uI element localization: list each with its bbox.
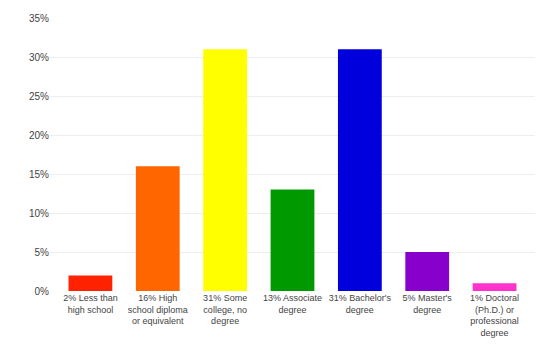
svg-text:31% Somecollege, nodegree: 31% Somecollege, nodegree	[203, 293, 247, 326]
svg-text:13% Associatedegree: 13% Associatedegree	[263, 293, 322, 315]
svg-text:31% Bachelor'sdegree: 31% Bachelor'sdegree	[329, 293, 392, 315]
svg-text:10%: 10%	[29, 208, 49, 219]
svg-text:16% Highschool diplomaor equiv: 16% Highschool diplomaor equivalent	[128, 293, 188, 326]
svg-text:25%: 25%	[29, 91, 49, 102]
svg-text:15%: 15%	[29, 169, 49, 180]
svg-text:1% Doctoral(Ph.D.) orprofessio: 1% Doctoral(Ph.D.) orprofessionaldegree	[470, 293, 519, 338]
svg-text:20%: 20%	[29, 130, 49, 141]
svg-text:0%: 0%	[35, 286, 50, 297]
svg-text:2% Less thanhigh school: 2% Less thanhigh school	[63, 293, 118, 315]
svg-text:5% Master'sdegree: 5% Master'sdegree	[403, 293, 453, 315]
svg-text:35%: 35%	[29, 13, 49, 24]
svg-text:30%: 30%	[29, 52, 49, 63]
svg-text:5%: 5%	[35, 247, 50, 258]
